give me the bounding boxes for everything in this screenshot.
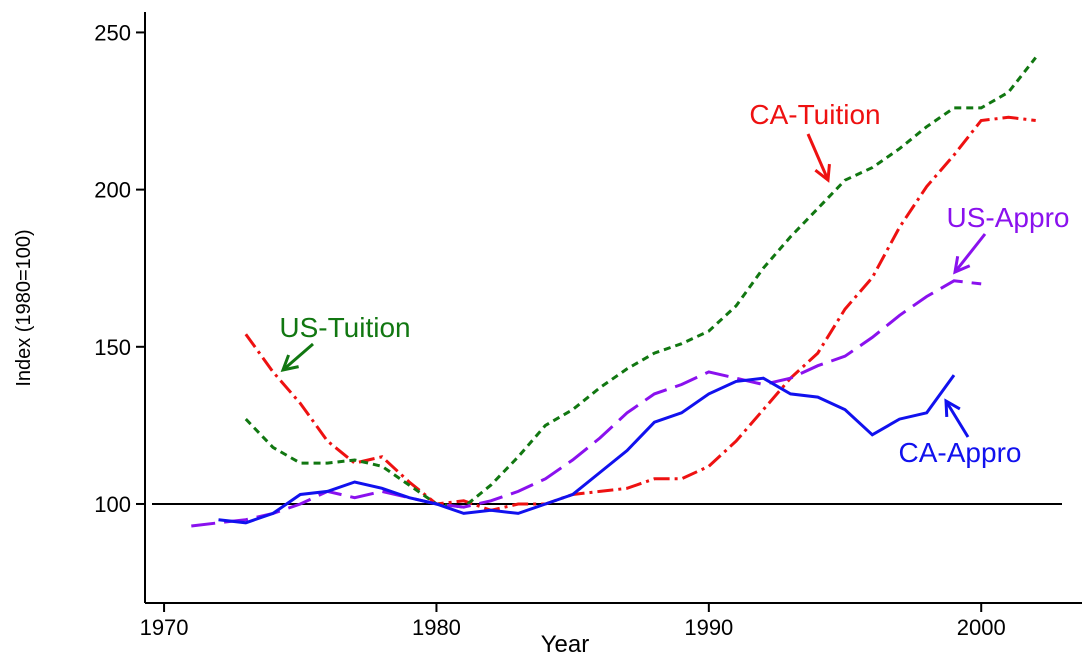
series-annotation: CA-Appro <box>899 437 1022 468</box>
series-line <box>244 56 1037 509</box>
annotation-arrow <box>282 342 314 372</box>
x-tick-label: 1970 <box>140 615 189 640</box>
y-tick-label: 200 <box>94 178 131 203</box>
series-line <box>218 374 956 525</box>
series-line <box>191 279 982 528</box>
annotation-arrowhead <box>944 398 961 418</box>
y-tick-label: 150 <box>94 335 131 360</box>
annotation-arrow <box>806 133 830 181</box>
annotation-arrow <box>953 233 987 273</box>
annotation-arrowhead <box>953 255 971 275</box>
x-tick-label: 1980 <box>412 615 461 640</box>
annotation-arrowhead <box>814 163 831 183</box>
series-annotation: US-Tuition <box>279 312 410 343</box>
x-tick-label: 1990 <box>684 615 733 640</box>
series-line <box>244 115 1036 512</box>
x-tick-label: 2000 <box>957 615 1006 640</box>
series-annotation: US-Appro <box>947 202 1070 233</box>
series-annotation: CA-Tuition <box>749 99 880 130</box>
annotation-arrowhead <box>280 354 299 373</box>
y-tick-label: 100 <box>94 492 131 517</box>
y-tick-label: 250 <box>94 20 131 45</box>
annotation-arrow <box>944 400 970 438</box>
x-axis-label: Year <box>541 631 590 658</box>
y-axis-label: Index (1980=100) <box>13 229 35 386</box>
